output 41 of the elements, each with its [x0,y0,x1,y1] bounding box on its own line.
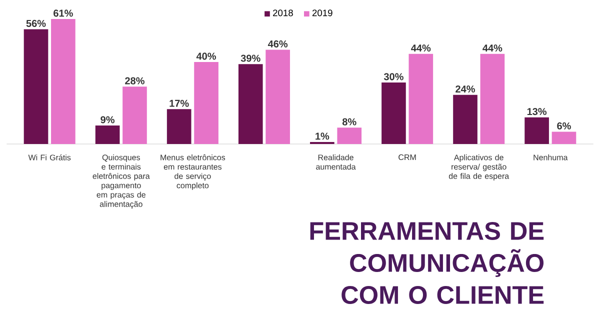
bar [238,64,263,144]
bar [524,117,549,144]
data-label: 40% [196,52,216,60]
data-label: 28% [125,77,144,84]
bar [552,132,576,144]
data-label: 6% [557,122,571,130]
legend-label: 2018 [273,10,293,16]
data-label: 56% [26,20,46,27]
data-label: 17% [170,100,189,107]
x-tick-label: Wi Fi Grátis [28,154,71,160]
bar [95,126,120,144]
legend-label: 2019 [312,10,332,16]
bar [194,62,218,144]
x-tick-label: Aplicativos de reserva/ gestão de fila de espera [448,154,510,181]
x-tick-label: Menus eletrônicos em restaurantes de serviço completo [160,154,226,190]
data-label: 61% [54,10,73,17]
data-label: 46% [268,40,288,48]
bar [382,82,406,144]
bar [408,54,434,144]
data-label: 44% [482,44,502,52]
data-label: 30% [384,73,404,80]
data-label: 24% [456,85,475,93]
bar [122,86,147,144]
data-label: 8% [342,118,356,126]
bar [266,50,290,144]
data-label: 44% [411,44,431,52]
bar [24,29,48,144]
bar [453,94,478,144]
x-tick-label: Quiosques e terminais eletrônicos para pagamento em praças de alimentação [92,154,150,209]
text: FERRAMENTAS DE COMUNICAÇÃO COM O CLIENTE [310,222,544,304]
bar [51,18,76,144]
data-label: 13% [527,108,547,116]
bar [166,109,192,144]
x-tick-label: CRM [398,154,416,160]
bar [480,54,505,144]
data-label: 1% [316,132,330,140]
x-tick-label: Nenhuma [534,154,568,160]
data-label: 9% [100,116,114,124]
bar [337,128,362,144]
x-tick-label: Realidade aumentada [316,154,356,170]
data-label: 39% [240,54,260,62]
